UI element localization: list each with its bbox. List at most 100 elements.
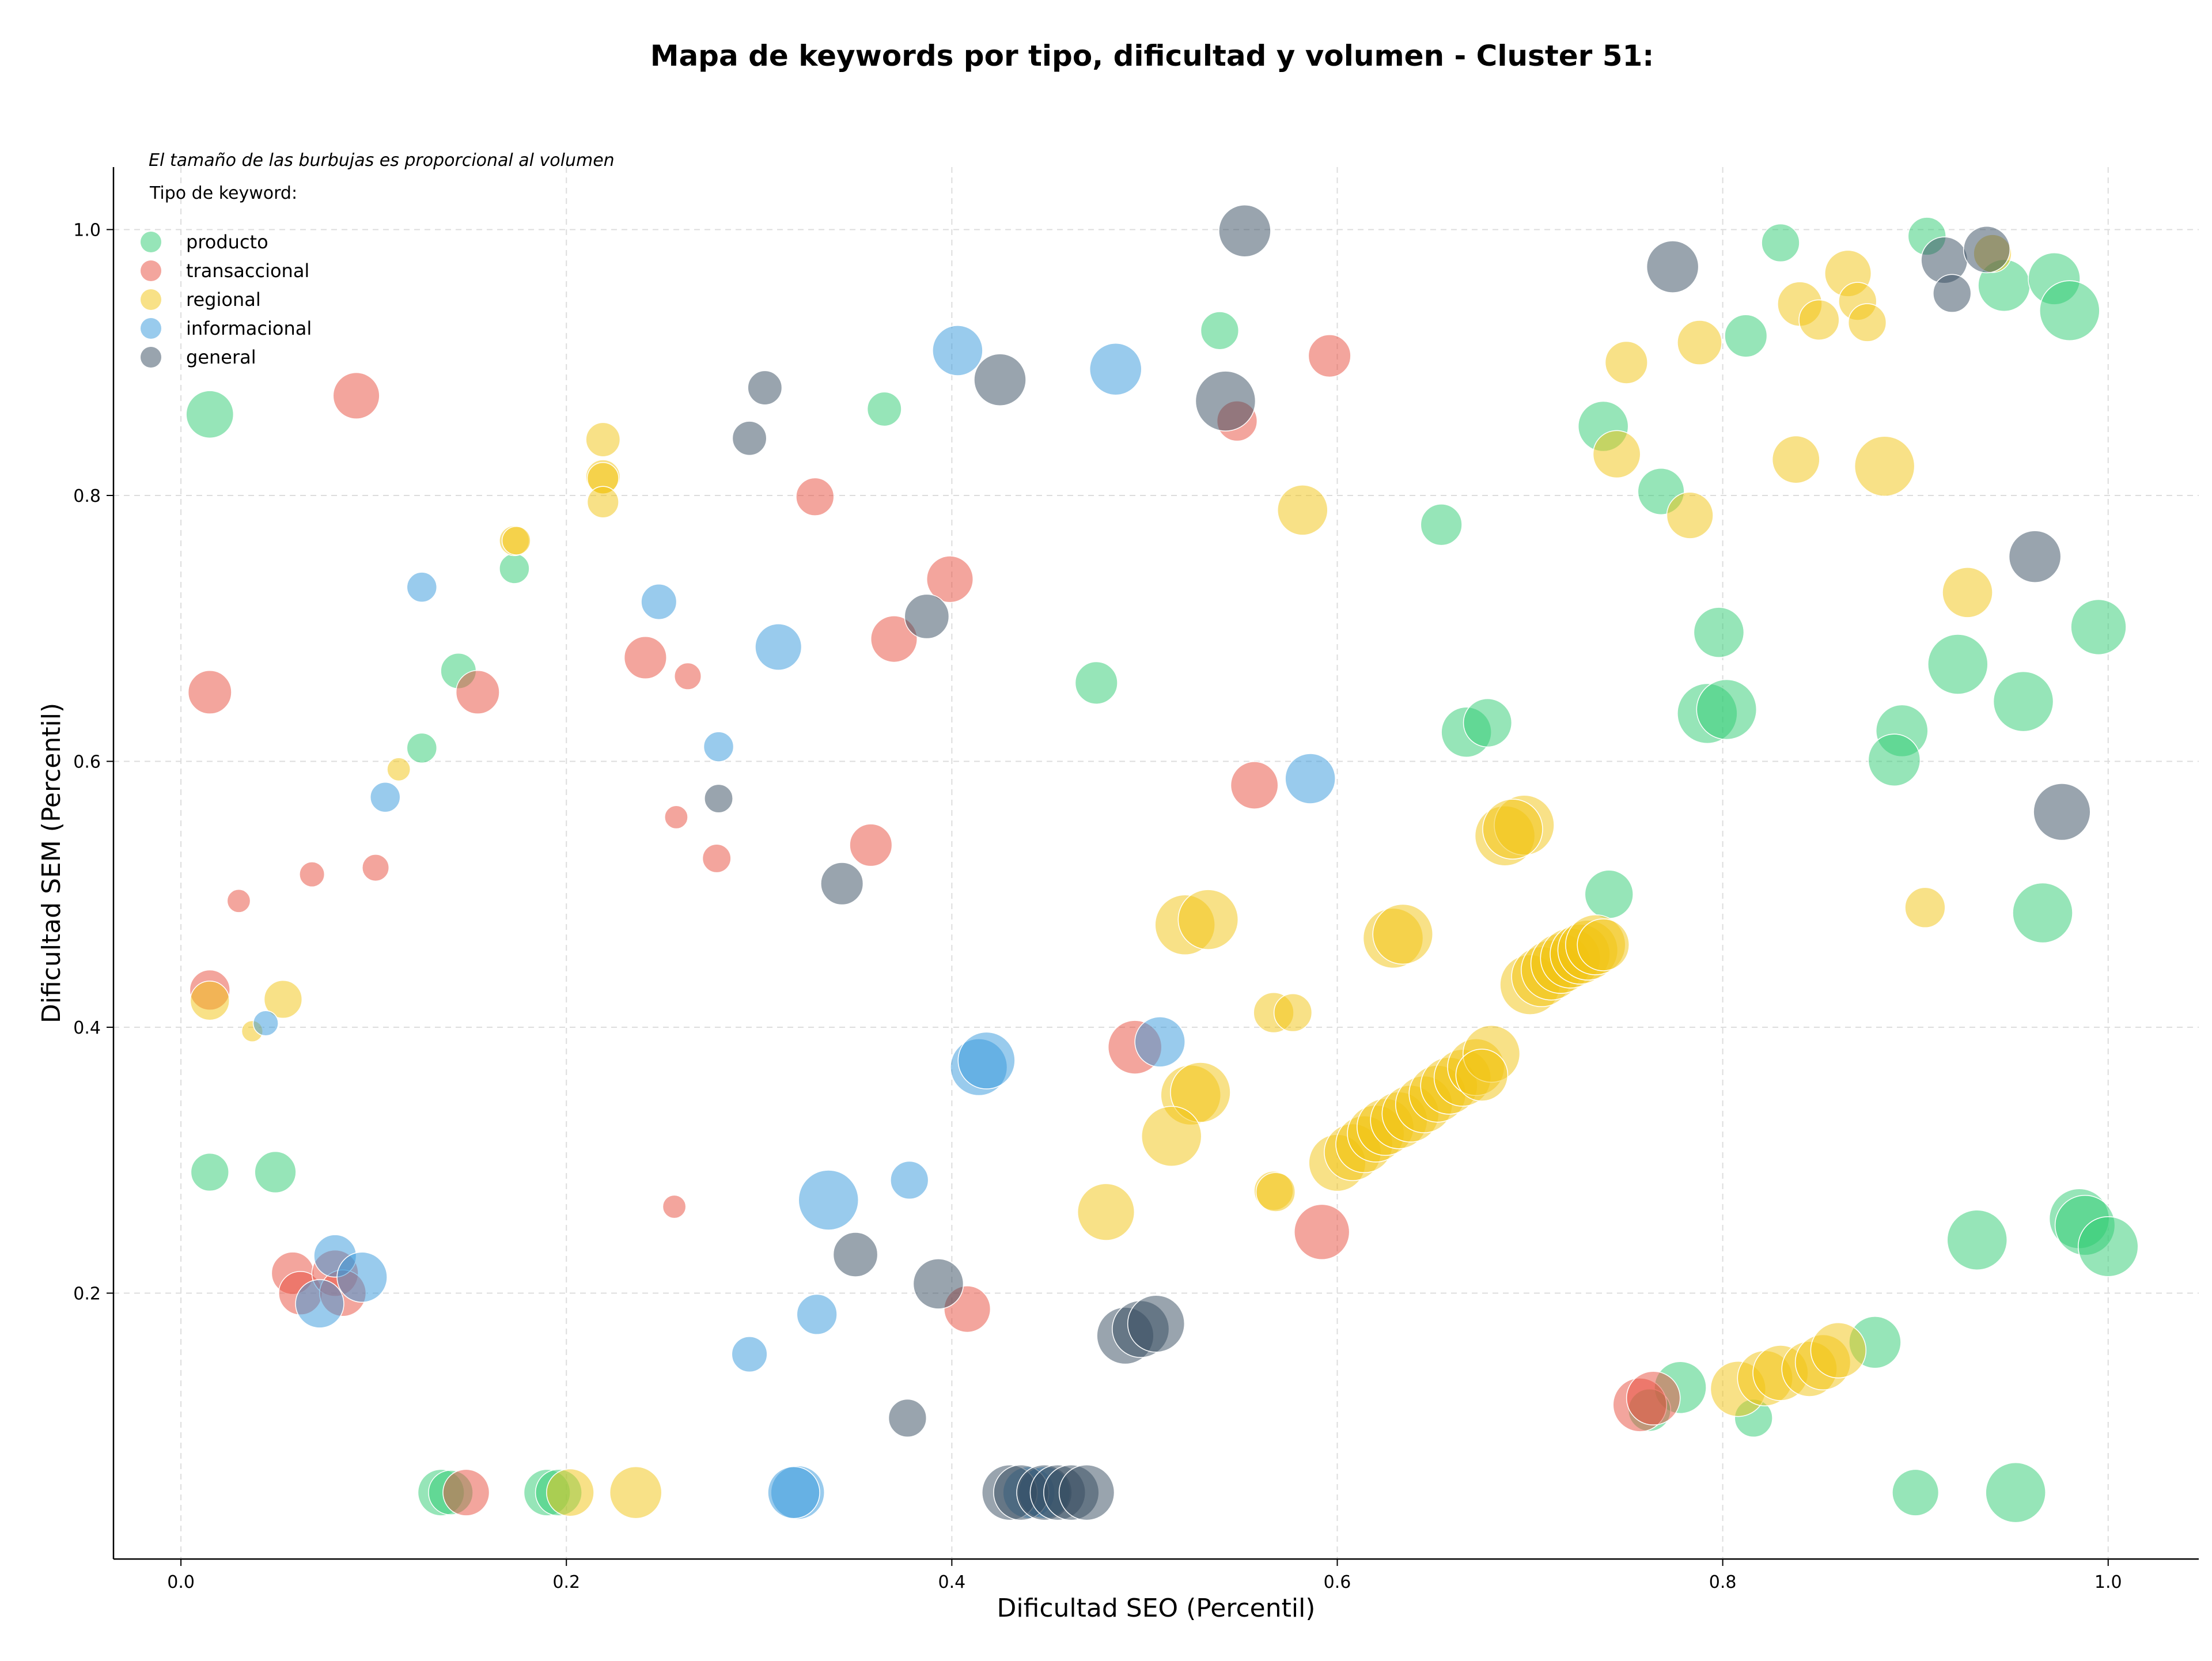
x-tick-label: 0.2 (552, 1572, 580, 1592)
bubble-informacional (767, 1466, 820, 1519)
x-ticks: 0.0 0.2 0.4 0.6 0.8 1.0 (167, 1559, 2122, 1592)
bubble-general (912, 1258, 964, 1310)
bubble-producto (2039, 280, 2100, 341)
bubble-transaccional (1308, 334, 1351, 378)
bubble-informacional (641, 584, 677, 620)
legend-marker-producto (141, 232, 161, 252)
series-regional (190, 234, 2012, 1519)
bubble-producto (1420, 504, 1463, 546)
bubble-producto (1892, 1469, 1940, 1516)
bubble-general (1058, 1464, 1115, 1521)
bubble-producto (1761, 223, 1800, 263)
bubble-transaccional (796, 477, 835, 516)
bubble-informacional (406, 572, 438, 603)
bubble-regional (1170, 1062, 1231, 1123)
bubble-general (1646, 240, 1699, 293)
bubble-transaccional (226, 888, 251, 913)
bubble-general (2008, 530, 2062, 583)
bubble-producto (2078, 1216, 2139, 1277)
bubble-regional (1372, 903, 1433, 965)
bubble-transaccional (1294, 1204, 1350, 1261)
bubble-regional (1273, 993, 1313, 1032)
y-tick-label: 1.0 (73, 220, 101, 240)
bubble-producto (1946, 1209, 2008, 1270)
y-tick-label: 0.2 (73, 1284, 101, 1304)
bubble-general (832, 1232, 878, 1277)
bubble-regional (190, 981, 230, 1021)
bubble-general (1933, 274, 1972, 313)
bubble-transaccional (1230, 761, 1279, 809)
bubble-informacional (890, 1160, 929, 1200)
bubble-regional (1904, 887, 1946, 928)
bubble-general (2033, 783, 2091, 841)
bubble-producto (254, 1151, 297, 1194)
x-tick-label: 0.0 (167, 1572, 195, 1592)
bubble-general (747, 370, 783, 406)
bubble-producto (2070, 599, 2127, 656)
bubble-producto (1463, 698, 1513, 748)
bubble-producto (2012, 882, 2073, 944)
bubble-general (888, 1398, 927, 1438)
bubble-producto (1584, 869, 1634, 919)
bubble-transaccional (926, 555, 974, 603)
y-ticks: 0.2 0.4 0.6 0.8 1.0 (73, 220, 113, 1304)
bubble-transaccional (1626, 1371, 1681, 1426)
bubble-regional (586, 486, 619, 519)
bubble-regional (1277, 485, 1328, 536)
x-tick-label: 0.6 (1324, 1572, 1351, 1592)
bubble-producto (1993, 671, 2054, 732)
bubble-producto (185, 390, 234, 439)
bubble-regional (1177, 889, 1239, 950)
bubble-general (1218, 204, 1271, 258)
bubble-transaccional (332, 372, 380, 419)
bubble-informacional (295, 1279, 344, 1329)
legend-label-transaccional: transaccional (186, 260, 309, 282)
legend-marker-transaccional (141, 260, 161, 281)
bubble-regional (1077, 1183, 1135, 1241)
bubble-informacional (1134, 1016, 1185, 1068)
bubble-producto (499, 553, 530, 584)
bubble-regional (546, 1468, 594, 1517)
series-general (704, 204, 2091, 1521)
y-axis-label: Dificultad SEM (Percentil) (37, 703, 66, 1023)
bubble-transaccional (623, 635, 667, 680)
bubble-transaccional (187, 670, 232, 714)
bubble-regional (1677, 320, 1722, 365)
y-tick-label: 0.6 (73, 752, 101, 772)
bubble-regional (263, 979, 303, 1019)
bubble-producto (1074, 661, 1118, 705)
legend-marker-informacional (141, 318, 161, 339)
bubble-informacional (755, 623, 802, 671)
bubble-transaccional (870, 615, 918, 663)
bubble-general (974, 353, 1027, 406)
bubble-size-note: El tamaño de las burbujas es proporciona… (149, 150, 615, 171)
legend-label-regional: regional (186, 289, 261, 311)
bubble-transaccional (674, 662, 702, 690)
bubble-general (1963, 226, 2011, 274)
legend-label-producto: producto (186, 231, 268, 253)
bubble-regional (585, 422, 621, 457)
legend-marker-general (141, 347, 161, 368)
bubble-informacional (252, 1010, 279, 1036)
bubble-regional (1847, 303, 1887, 342)
bubble-regional (1141, 1106, 1202, 1167)
bubble-producto (1927, 634, 1988, 695)
bubbles (185, 204, 2139, 1523)
legend: producto transaccional regional informacion… (141, 231, 312, 368)
bubble-regional (1798, 299, 1840, 341)
bubble-regional (1255, 1172, 1296, 1212)
chart-title: Mapa de keywords por tipo, dificultad y … (650, 39, 1654, 73)
bubble-informacional (703, 731, 734, 762)
bubble-regional (1666, 491, 1714, 539)
bubble-transaccional (362, 854, 390, 882)
bubble-regional (1854, 436, 1915, 497)
bubble-transaccional (442, 1469, 490, 1516)
bubble-informacional (798, 1170, 859, 1231)
bubble-informacional (957, 1031, 1016, 1089)
bubble-producto (406, 732, 438, 764)
bubble-transaccional (455, 670, 500, 714)
bubble-regional (609, 1466, 662, 1519)
bubble-informacional (796, 1293, 838, 1335)
legend-marker-regional (141, 289, 161, 310)
bubble-regional (1482, 799, 1543, 860)
